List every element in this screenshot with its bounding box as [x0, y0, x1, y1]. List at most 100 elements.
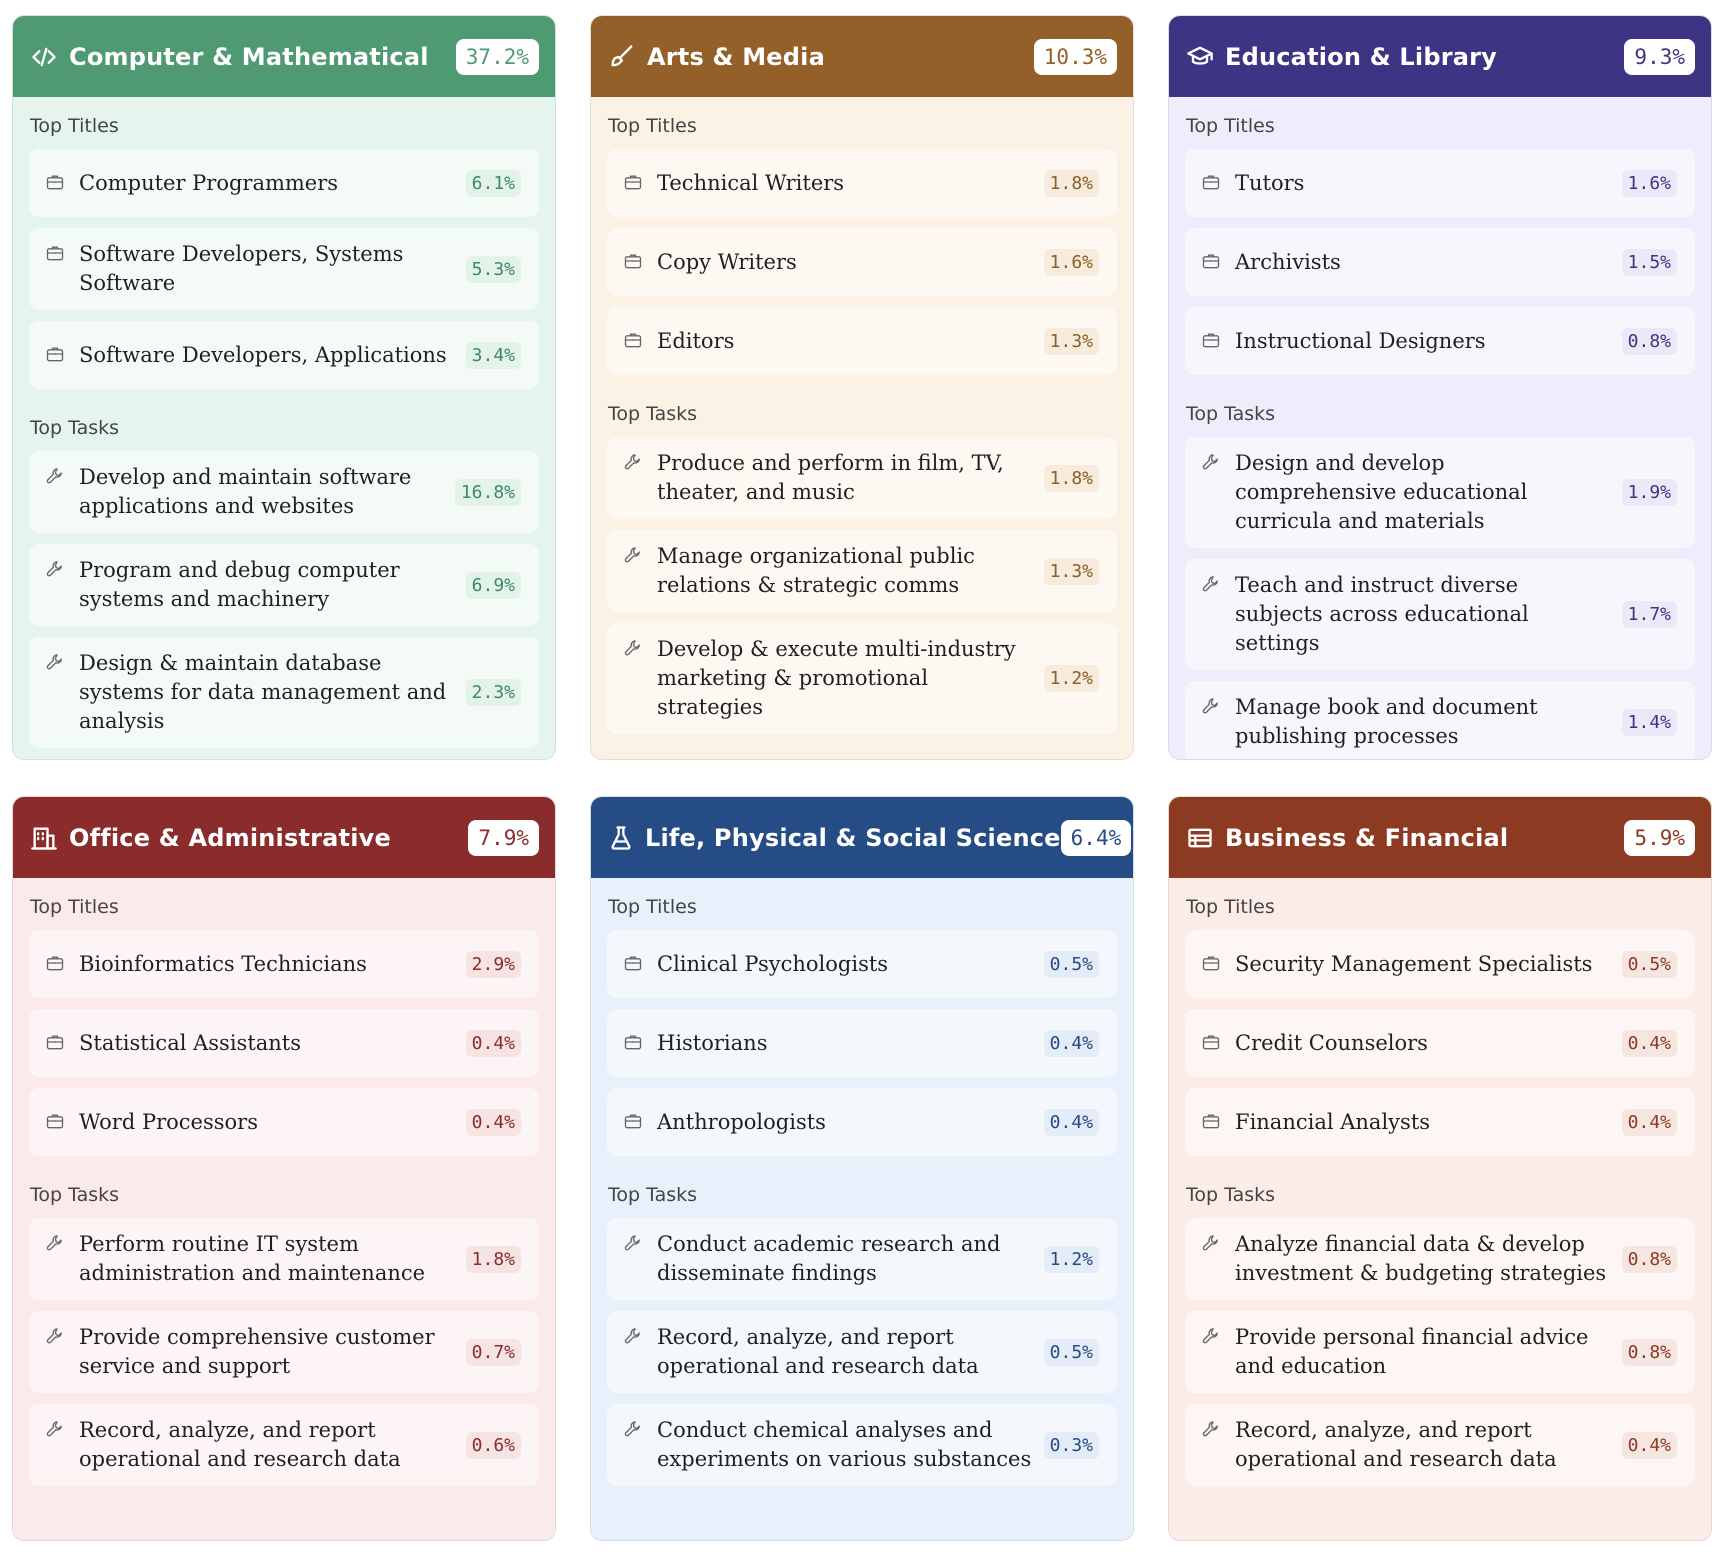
item-label: Copy Writers: [657, 249, 797, 274]
item-percent: 1.3%: [1043, 557, 1099, 585]
item-label: Credit Counselors: [1235, 1030, 1428, 1055]
title-item: Security Management Specialists 0.5%: [1185, 930, 1695, 998]
item-label: Archivists: [1235, 249, 1341, 274]
ledger-icon: [1185, 823, 1215, 853]
item-label: Program and debug computer systems and m…: [79, 558, 400, 611]
item-percent: 1.4%: [1621, 708, 1677, 736]
wrench-icon: [623, 452, 645, 474]
item-label: Develop & execute multi-industry marketi…: [657, 637, 1016, 719]
task-item: Produce and perform in film, TV, theater…: [607, 437, 1117, 519]
item-percent: 0.4%: [1621, 1029, 1677, 1057]
item-label: Provide comprehensive customer service a…: [79, 1325, 435, 1378]
top-tasks-list: Perform routine IT system administration…: [29, 1218, 539, 1486]
briefcase-icon: [623, 330, 645, 352]
wrench-icon: [623, 1326, 645, 1348]
briefcase-icon: [623, 1111, 645, 1133]
item-label: Conduct chemical analyses and experiment…: [657, 1418, 1032, 1471]
item-label: Software Developers, Applications: [79, 342, 447, 367]
briefcase-icon: [623, 953, 645, 975]
category-percent-badge: 37.2%: [455, 38, 539, 75]
item-label: Produce and perform in film, TV, theater…: [657, 451, 1004, 504]
wrench-icon: [45, 559, 67, 581]
item-percent: 5.3%: [465, 255, 521, 283]
occupation-card: Computer & Mathematical 37.2% Top Titles…: [12, 15, 556, 760]
occupation-card: Arts & Media 10.3% Top Titles Technical …: [590, 15, 1134, 760]
item-label: Security Management Specialists: [1235, 951, 1593, 976]
item-percent: 1.8%: [1043, 464, 1099, 492]
briefcase-icon: [1201, 330, 1223, 352]
card-header: Business & Financial 5.9%: [1169, 797, 1711, 878]
task-item: Record, analyze, and report operational …: [607, 1311, 1117, 1393]
building-icon: [29, 823, 59, 853]
task-item: Record, analyze, and report operational …: [1185, 1404, 1695, 1486]
top-tasks-label: Top Tasks: [608, 1184, 698, 1206]
briefcase-icon: [623, 1032, 645, 1054]
item-percent: 0.4%: [1621, 1431, 1677, 1459]
item-label: Tutors: [1235, 170, 1305, 195]
top-titles-label: Top Titles: [30, 115, 119, 137]
item-label: Provide personal financial advice and ed…: [1235, 1325, 1589, 1378]
wrench-icon: [45, 1419, 67, 1441]
item-percent: 1.9%: [1621, 479, 1677, 506]
briefcase-icon: [45, 344, 67, 366]
briefcase-icon: [45, 1111, 67, 1133]
card-title: Life, Physical & Social Science: [645, 823, 1061, 852]
category-percent-badge: 5.9%: [1624, 819, 1695, 856]
item-label: Design and develop comprehensive educati…: [1235, 451, 1528, 533]
item-label: Clinical Psychologists: [657, 951, 889, 976]
item-percent: 0.4%: [465, 1108, 521, 1136]
briefcase-icon: [623, 251, 645, 273]
item-percent: 1.6%: [1621, 169, 1677, 197]
item-label: Design & maintain database systems for d…: [79, 651, 447, 733]
title-item: Technical Writers 1.8%: [607, 149, 1117, 217]
item-label: Analyze financial data & develop investm…: [1235, 1232, 1607, 1285]
top-titles-list: Bioinformatics Technicians 2.9% Statisti…: [29, 930, 539, 1156]
top-tasks-label: Top Tasks: [1186, 1184, 1276, 1206]
item-percent: 0.6%: [465, 1431, 521, 1459]
flask-icon: [607, 823, 635, 853]
wrench-icon: [45, 466, 67, 488]
task-item: Provide comprehensive customer service a…: [29, 1311, 539, 1393]
card-title: Arts & Media: [647, 42, 825, 71]
task-item: Manage organizational public relations &…: [607, 530, 1117, 612]
wrench-icon: [45, 652, 67, 674]
card-title: Computer & Mathematical: [69, 42, 429, 71]
top-titles-label: Top Titles: [608, 115, 697, 137]
occupation-grid: Computer & Mathematical 37.2% Top Titles…: [12, 15, 1712, 1547]
item-label: Teach and instruct diverse subjects acro…: [1235, 573, 1529, 655]
card-title: Education & Library: [1225, 42, 1498, 71]
item-label: Bioinformatics Technicians: [79, 951, 367, 976]
item-label: Manage organizational public relations &…: [657, 544, 975, 597]
top-tasks-label: Top Tasks: [1186, 403, 1276, 425]
item-percent: 0.5%: [1043, 1338, 1099, 1366]
top-tasks-label: Top Tasks: [30, 1184, 120, 1206]
wrench-icon: [1201, 452, 1223, 474]
task-item: Program and debug computer systems and m…: [29, 544, 539, 626]
card-body: Top Titles Security Management Specialis…: [1169, 878, 1711, 1540]
item-label: Instructional Designers: [1235, 328, 1486, 353]
item-percent: 0.4%: [465, 1029, 521, 1057]
task-item: Manage book and document publishing proc…: [1185, 681, 1695, 759]
wrench-icon: [623, 545, 645, 567]
item-percent: 0.8%: [1621, 327, 1677, 355]
item-label: Manage book and document publishing proc…: [1235, 695, 1538, 748]
wrench-icon: [1201, 1326, 1223, 1348]
top-tasks-label: Top Tasks: [608, 403, 698, 425]
occupation-card: Education & Library 9.3% Top Titles Tuto…: [1168, 15, 1712, 760]
item-percent: 1.7%: [1621, 601, 1677, 628]
wrench-icon: [45, 1233, 67, 1255]
item-percent: 0.4%: [1043, 1029, 1099, 1057]
wrench-icon: [623, 1419, 645, 1441]
item-percent: 1.8%: [1043, 169, 1099, 197]
item-percent: 0.7%: [465, 1338, 521, 1366]
briefcase-icon: [1201, 953, 1223, 975]
card-body: Top Titles Tutors 1.6% Archivists 1.5% I…: [1169, 97, 1711, 759]
item-label: Develop and maintain software applicatio…: [79, 465, 412, 518]
item-label: Record, analyze, and report operational …: [657, 1325, 979, 1378]
item-label: Word Processors: [79, 1109, 258, 1134]
card-body: Top Titles Bioinformatics Technicians 2.…: [13, 878, 555, 1540]
briefcase-icon: [45, 953, 67, 975]
item-percent: 3.4%: [465, 341, 521, 369]
item-label: Editors: [657, 328, 735, 353]
title-item: Statistical Assistants 0.4%: [29, 1009, 539, 1077]
